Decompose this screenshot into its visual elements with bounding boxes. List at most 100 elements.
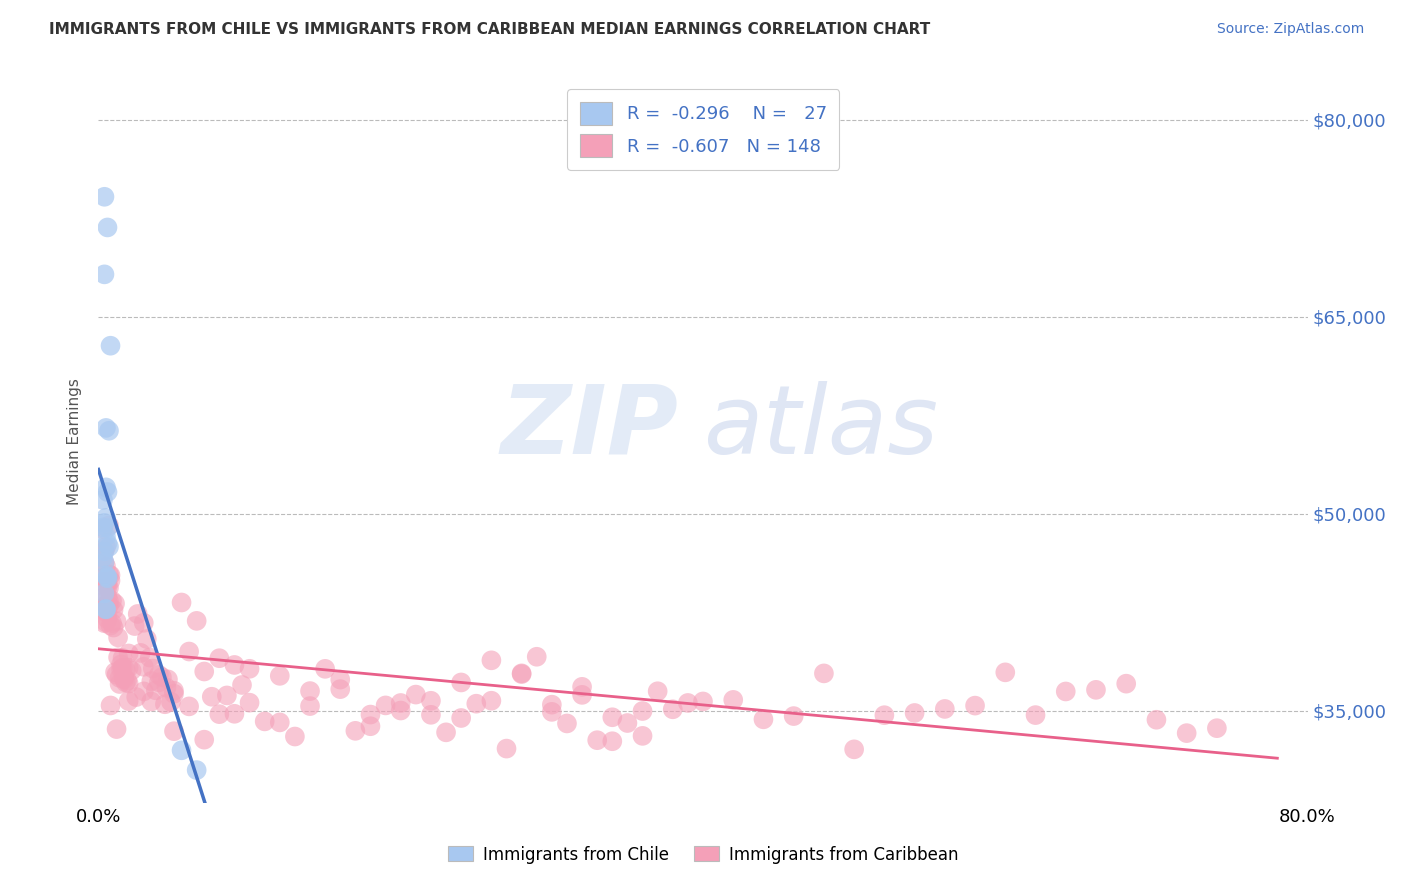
Point	[163, 683, 186, 698]
Point	[108, 677, 131, 691]
Point	[96, 536, 118, 550]
Point	[360, 719, 382, 733]
Point	[208, 651, 231, 665]
Point	[1054, 684, 1077, 698]
Point	[145, 683, 167, 698]
Point	[224, 657, 246, 672]
Point	[98, 599, 121, 613]
Point	[156, 673, 179, 687]
Point	[1085, 682, 1108, 697]
Point	[314, 662, 336, 676]
Point	[94, 615, 117, 630]
Point	[112, 673, 135, 687]
Point	[93, 544, 115, 558]
Point	[100, 698, 122, 713]
Point	[98, 567, 121, 582]
Point	[96, 612, 118, 626]
Point	[231, 678, 253, 692]
Point	[150, 670, 173, 684]
Point	[111, 651, 134, 665]
Point	[94, 602, 117, 616]
Legend: R =  -0.296    N =   27, R =  -0.607   N = 148: R = -0.296 N = 27, R = -0.607 N = 148	[567, 89, 839, 170]
Point	[93, 556, 115, 570]
Point	[208, 707, 231, 722]
Point	[118, 661, 141, 675]
Point	[389, 704, 412, 718]
Legend: Immigrants from Chile, Immigrants from Caribbean: Immigrants from Chile, Immigrants from C…	[441, 839, 965, 871]
Point	[434, 725, 457, 739]
Point	[360, 707, 382, 722]
Point	[98, 594, 121, 608]
Point	[405, 688, 427, 702]
Point	[124, 619, 146, 633]
Point	[269, 715, 291, 730]
Point	[783, 709, 806, 723]
Point	[110, 657, 132, 672]
Point	[93, 590, 115, 604]
Point	[100, 574, 122, 588]
Point	[1175, 726, 1198, 740]
Point	[94, 540, 117, 554]
Text: Source: ZipAtlas.com: Source: ZipAtlas.com	[1216, 22, 1364, 37]
Point	[170, 743, 193, 757]
Point	[94, 530, 117, 544]
Point	[934, 702, 956, 716]
Point	[103, 621, 125, 635]
Point	[94, 511, 117, 525]
Point	[153, 698, 176, 712]
Point	[329, 682, 352, 697]
Point	[224, 706, 246, 721]
Point	[98, 518, 121, 533]
Point	[329, 673, 352, 687]
Point	[104, 665, 127, 680]
Point	[96, 580, 118, 594]
Point	[114, 675, 136, 690]
Point	[647, 684, 669, 698]
Point	[94, 421, 117, 435]
Point	[186, 614, 208, 628]
Point	[723, 693, 745, 707]
Point	[420, 707, 443, 722]
Point	[98, 540, 121, 554]
Point	[481, 694, 503, 708]
Point	[420, 694, 443, 708]
Point	[93, 616, 115, 631]
Point	[91, 522, 114, 536]
Text: ZIP: ZIP	[501, 381, 679, 474]
Point	[481, 653, 503, 667]
Point	[186, 763, 208, 777]
Point	[105, 722, 128, 736]
Point	[813, 666, 835, 681]
Point	[93, 570, 115, 584]
Point	[98, 581, 121, 595]
Point	[555, 716, 578, 731]
Point	[100, 339, 122, 353]
Point	[540, 698, 562, 712]
Point	[526, 649, 548, 664]
Point	[121, 664, 143, 678]
Point	[96, 570, 118, 584]
Point	[201, 690, 224, 704]
Point	[108, 671, 131, 685]
Y-axis label: Median Earnings: Median Earnings	[67, 378, 83, 505]
Point	[132, 684, 155, 698]
Point	[93, 543, 115, 558]
Point	[118, 694, 141, 708]
Point	[118, 676, 141, 690]
Point	[163, 687, 186, 701]
Point	[105, 667, 128, 681]
Point	[170, 595, 193, 609]
Point	[1115, 676, 1137, 690]
Point	[96, 591, 118, 605]
Point	[93, 586, 115, 600]
Point	[904, 706, 927, 720]
Point	[616, 716, 638, 731]
Point	[101, 616, 124, 631]
Point	[94, 480, 117, 494]
Point	[253, 714, 276, 729]
Point	[96, 485, 118, 500]
Point	[107, 631, 129, 645]
Point	[602, 710, 624, 724]
Point	[111, 661, 134, 675]
Point	[96, 607, 118, 621]
